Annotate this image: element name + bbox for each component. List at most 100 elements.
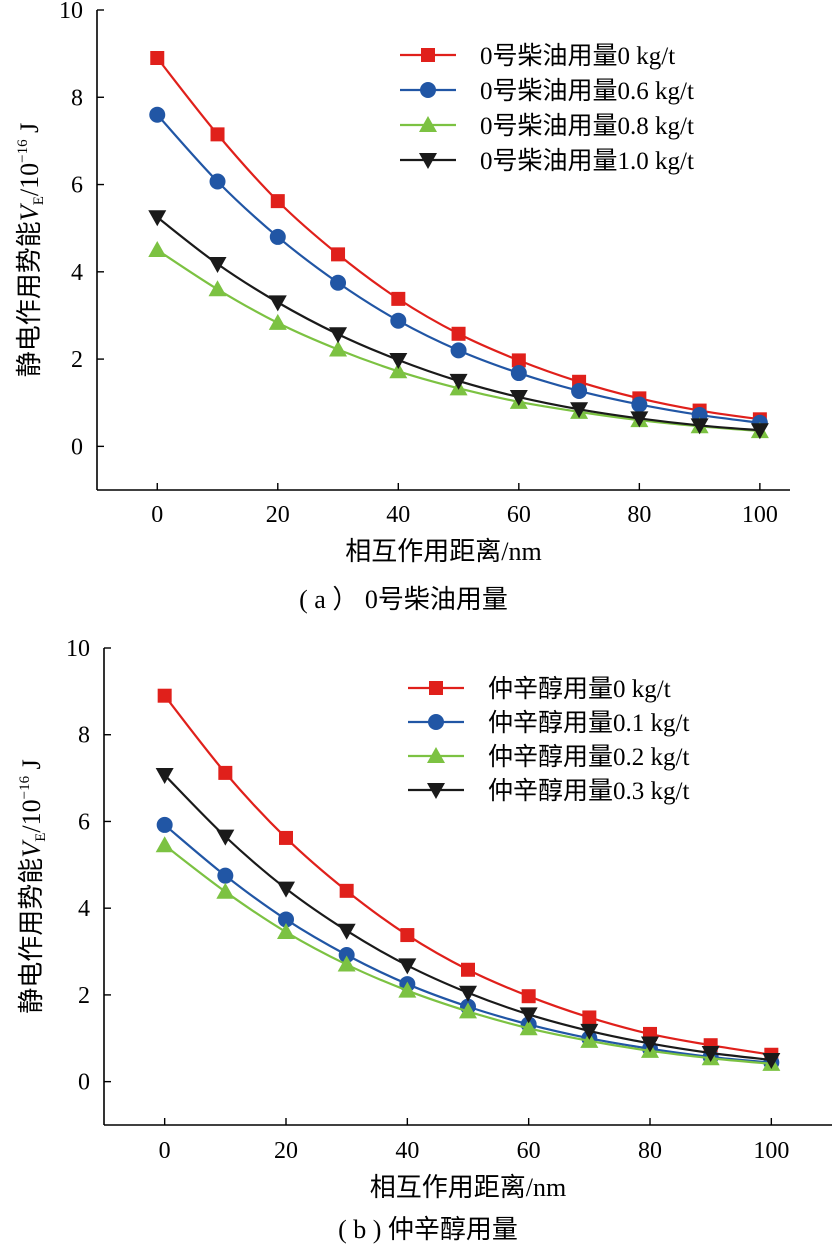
data-point-marker [570, 402, 589, 419]
data-point-marker [150, 51, 165, 65]
data-point-marker [208, 256, 227, 273]
x-tick-label: 20 [266, 502, 290, 528]
data-point-marker [400, 928, 415, 943]
x-tick-label: 0 [151, 502, 163, 528]
data-point-marker [210, 127, 225, 142]
x-tick-label: 80 [638, 1138, 662, 1164]
series-a-3 [148, 210, 769, 440]
data-point-marker [509, 390, 528, 407]
data-point-marker [208, 280, 227, 297]
y-axis-title-var: V [17, 839, 46, 858]
y-axis-title-exp: −16 [15, 139, 31, 163]
y-axis-title: 静电作用势能VE/10−16 J [17, 759, 49, 1013]
series-line [156, 249, 760, 433]
y-axis-title-main: 静电作用势能 [17, 858, 46, 1014]
legend-label: 0号柴油用量1.0 kg/t [480, 147, 694, 175]
data-point-marker [148, 241, 167, 257]
data-point-marker [337, 923, 356, 940]
x-tick-label: 100 [753, 1138, 789, 1164]
data-point-marker [209, 173, 226, 190]
x-tick-label: 40 [386, 502, 410, 528]
series-line [163, 824, 772, 1064]
data-point-marker [461, 962, 475, 977]
data-point-marker [450, 342, 467, 359]
series-b-2 [155, 836, 781, 1071]
legend-label: 仲辛醇用量0.1 kg/t [488, 709, 689, 737]
data-point-marker [762, 1052, 781, 1069]
data-point-marker [459, 985, 477, 1002]
y-tick-label: 0 [78, 1070, 90, 1096]
data-point-marker [268, 313, 287, 330]
data-point-marker [398, 981, 417, 998]
data-point-marker [148, 210, 167, 227]
data-point-marker [391, 291, 406, 306]
data-point-marker [155, 768, 174, 785]
y-axis-title-exp: −16 [17, 775, 33, 799]
x-tick-label: 20 [274, 1138, 298, 1164]
legend-marker [427, 783, 445, 799]
legend-marker [419, 153, 437, 169]
data-point-marker [339, 883, 354, 898]
x-tick-label: 40 [395, 1138, 419, 1164]
y-axis-title-main: 静电作用势能 [15, 221, 44, 377]
data-point-marker [519, 1007, 538, 1024]
series-a-0 [150, 51, 767, 427]
data-point-marker [582, 1010, 597, 1025]
y-tick-label: 4 [71, 260, 83, 286]
y-tick-label: 6 [71, 173, 83, 199]
data-point-marker [459, 1002, 477, 1019]
data-point-marker [451, 326, 466, 341]
y-axis-title-unit: /10 [15, 163, 44, 196]
y-tick-label: 8 [78, 723, 90, 749]
y-tick-label: 6 [78, 809, 90, 835]
data-point-marker [511, 353, 526, 368]
data-point-marker [389, 352, 408, 369]
legend-label: 仲辛醇用量0 kg/t [488, 675, 671, 703]
data-point-marker [155, 836, 174, 853]
y-tick-label: 4 [78, 896, 90, 922]
x-tick-label: 100 [742, 502, 778, 528]
legend-label: 0号柴油用量0 kg/t [480, 42, 675, 70]
y-tick-label: 10 [59, 0, 83, 24]
y-tick-label: 0 [71, 434, 83, 460]
data-point-marker [701, 1046, 720, 1063]
data-point-marker [218, 765, 233, 780]
data-point-marker [157, 688, 172, 703]
data-point-marker [449, 373, 468, 390]
x-tick-label: 60 [507, 502, 531, 528]
y-axis-title-sub: E [33, 833, 49, 842]
data-point-marker [277, 923, 295, 940]
legend-label: 仲辛醇用量0.3 kg/t [488, 777, 689, 805]
data-point-marker [690, 418, 709, 435]
legend-label: 仲辛醇用量0.2 kg/t [488, 743, 689, 771]
data-point-marker [580, 1023, 599, 1040]
data-point-marker [278, 911, 294, 928]
series-a-1 [149, 106, 768, 431]
y-tick-label: 2 [78, 983, 90, 1009]
y-axis-title-sub: E [31, 196, 47, 205]
y-axis-title-unit: /10 [17, 799, 46, 832]
x-tick-label: 0 [159, 1138, 171, 1164]
y-axis-title-joule: J [17, 759, 46, 776]
data-point-marker [398, 958, 417, 975]
data-point-marker [331, 247, 346, 262]
data-point-marker [279, 830, 293, 845]
panel-caption: ( b ) 仲辛醇用量 [338, 1215, 518, 1244]
y-axis-title-var: V [15, 202, 44, 221]
legend-marker [420, 82, 436, 98]
series-line [163, 774, 772, 1062]
data-point-marker [571, 382, 588, 399]
data-point-marker [330, 274, 347, 291]
legend-marker [427, 747, 445, 763]
x-tick-label: 80 [627, 502, 651, 528]
series-line [163, 844, 772, 1065]
data-point-marker [216, 829, 235, 846]
data-point-marker [631, 396, 648, 413]
y-axis-title-joule: J [15, 123, 44, 140]
legend-marker [428, 714, 444, 730]
data-point-marker [510, 365, 527, 382]
panel-caption: ( a ） 0号柴油用量 [299, 585, 508, 614]
data-point-marker [277, 881, 295, 898]
